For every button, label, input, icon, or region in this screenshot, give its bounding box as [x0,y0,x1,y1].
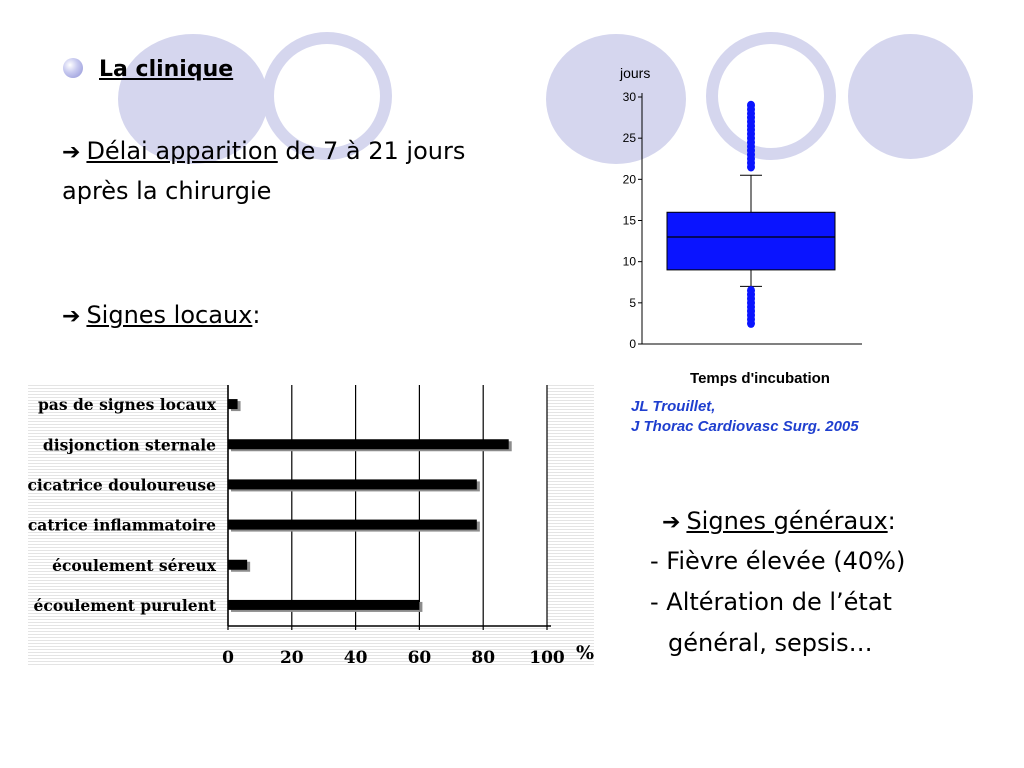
iqr-box [666,211,836,271]
decor-circle [848,34,973,159]
arrow-icon: ➔ [662,510,681,535]
local-signs-colon: : [252,301,261,329]
bar [228,559,248,570]
incubation-boxplot: jours 0 5 10 15 20 25 30 Temps d'incubation [619,65,862,387]
general-signs-label: Signes généraux [686,507,888,535]
general-signs-colon: : [887,507,896,535]
x-tick-label: 100 [529,648,565,665]
local-signs-bar-chart: pas de signes locaux disjonction sternale… [28,383,594,665]
bar [228,479,477,490]
y-tick-label: 15 [623,214,637,228]
category-label: pas de signes locaux [38,395,217,414]
delay-line-2: après la chirurgie [62,177,272,205]
delay-line: ➔ Délai apparition de 7 à 21 jours [62,135,465,168]
x-tick-label: 20 [280,648,304,665]
x-tick-label: 40 [344,648,368,665]
x-tick-label: 80 [471,648,495,665]
general-sign-item: général, sepsis… [668,629,873,657]
bar [228,399,238,410]
x-unit-label: % [576,642,594,664]
bar [228,599,420,610]
plot-area [228,385,547,626]
decor-ring [262,32,392,160]
outlier-point [747,100,755,110]
category-label: cicatrice inflammatoire [28,516,216,535]
boxplot-x-label: Temps d'incubation [690,370,830,387]
delay-label: Délai apparition [86,137,278,165]
x-tick-label: 0 [222,648,234,665]
outlier-point [747,285,755,295]
decor-circle [118,34,268,164]
category-label: écoulement purulent [34,596,217,615]
local-signs-title: ➔ Signes locaux: [62,299,260,332]
y-tick-label: 25 [623,131,637,145]
local-signs-label: Signes locaux [86,301,253,329]
general-signs-title: ➔ Signes généraux: [662,505,896,538]
y-tick-label: 20 [623,172,637,186]
category-label: cicatrice douloureuse [28,475,216,494]
section-heading: La clinique [99,57,234,82]
y-tick-label: 0 [629,337,636,351]
bar [228,439,509,450]
citation-author: JL Trouillet, [631,398,716,415]
category-label: disjonction sternale [43,435,216,454]
y-tick-label: 5 [629,296,636,310]
citation: JL Trouillet, J Thorac Cardiovasc Surg. … [631,397,859,436]
arrow-icon: ➔ [62,140,81,165]
delay-range: de 7 à 21 jours [277,137,466,165]
bullet-dot-icon [63,58,83,78]
category-label: écoulement séreux [52,556,217,575]
y-tick-label: 10 [623,255,637,269]
general-sign-item: - Fièvre élevée (40%) [650,547,906,575]
arrow-icon: ➔ [62,304,81,329]
general-sign-item: - Altération de l’état [650,588,892,616]
boxplot-y-label: jours [619,65,650,81]
citation-journal: J Thorac Cardiovasc Surg. 2005 [631,417,859,435]
decor-circle [546,34,686,164]
bar [228,519,477,530]
x-tick-label: 60 [408,648,432,665]
y-tick-label: 30 [623,90,637,104]
